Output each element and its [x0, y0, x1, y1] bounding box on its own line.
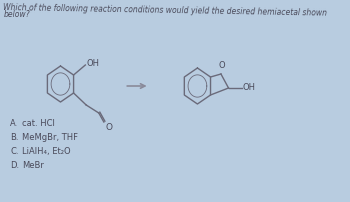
Text: cat. HCl: cat. HCl — [22, 119, 55, 128]
Text: D.: D. — [10, 161, 19, 170]
Text: below?: below? — [4, 10, 30, 19]
Text: B.: B. — [10, 133, 19, 142]
Text: OH: OH — [243, 83, 256, 93]
Text: O: O — [218, 61, 225, 70]
Text: O: O — [105, 123, 112, 132]
Text: MeBr: MeBr — [22, 161, 44, 170]
Text: LiAlH₄, Et₂O: LiAlH₄, Et₂O — [22, 147, 70, 156]
Text: OH: OH — [86, 60, 99, 68]
Text: Which of the following reaction conditions would yield the desired hemiacetal sh: Which of the following reaction conditio… — [4, 3, 328, 18]
Text: MeMgBr, THF: MeMgBr, THF — [22, 133, 78, 142]
Text: C.: C. — [10, 147, 19, 156]
Text: A.: A. — [10, 119, 18, 128]
